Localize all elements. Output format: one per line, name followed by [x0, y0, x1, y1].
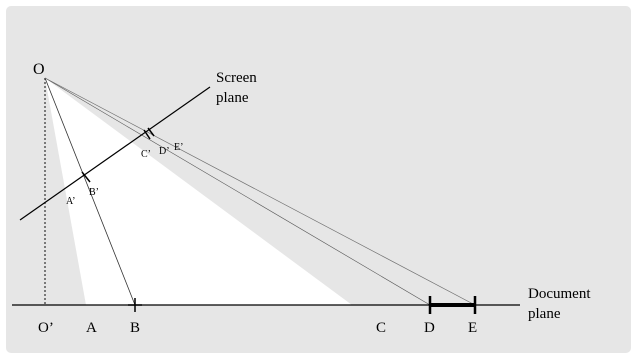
label-doc-D: D [424, 320, 435, 336]
label-screen-D: D’ [159, 146, 170, 157]
label-screen-C: C’ [141, 149, 151, 160]
label-origin-foot: O’ [38, 320, 54, 336]
label-origin: O [33, 61, 45, 78]
tick-CDE-prime-1 [143, 129, 151, 140]
screen-plane-line [19, 86, 211, 221]
label-document-plane-1: Document [528, 286, 591, 302]
label-document-plane-2: plane [528, 306, 561, 322]
label-doc-C: C [376, 320, 386, 336]
tick-CDE-prime-2 [147, 127, 155, 137]
projection-region-white [45, 78, 352, 305]
ray-to-B [44, 77, 136, 306]
ray-D-to-E [44, 77, 476, 306]
label-doc-A: A [86, 320, 97, 336]
ray-to-D [44, 77, 431, 306]
label-screen-A: A’ [66, 196, 75, 207]
label-screen-B: B’ [89, 187, 99, 198]
label-screen-plane-1: Screen [216, 70, 257, 86]
label-doc-B: B [130, 320, 140, 336]
label-screen-E: E’ [174, 142, 183, 153]
tick-B-prime [81, 171, 91, 183]
label-doc-E: E [468, 320, 477, 336]
label-screen-plane-2: plane [216, 90, 249, 106]
